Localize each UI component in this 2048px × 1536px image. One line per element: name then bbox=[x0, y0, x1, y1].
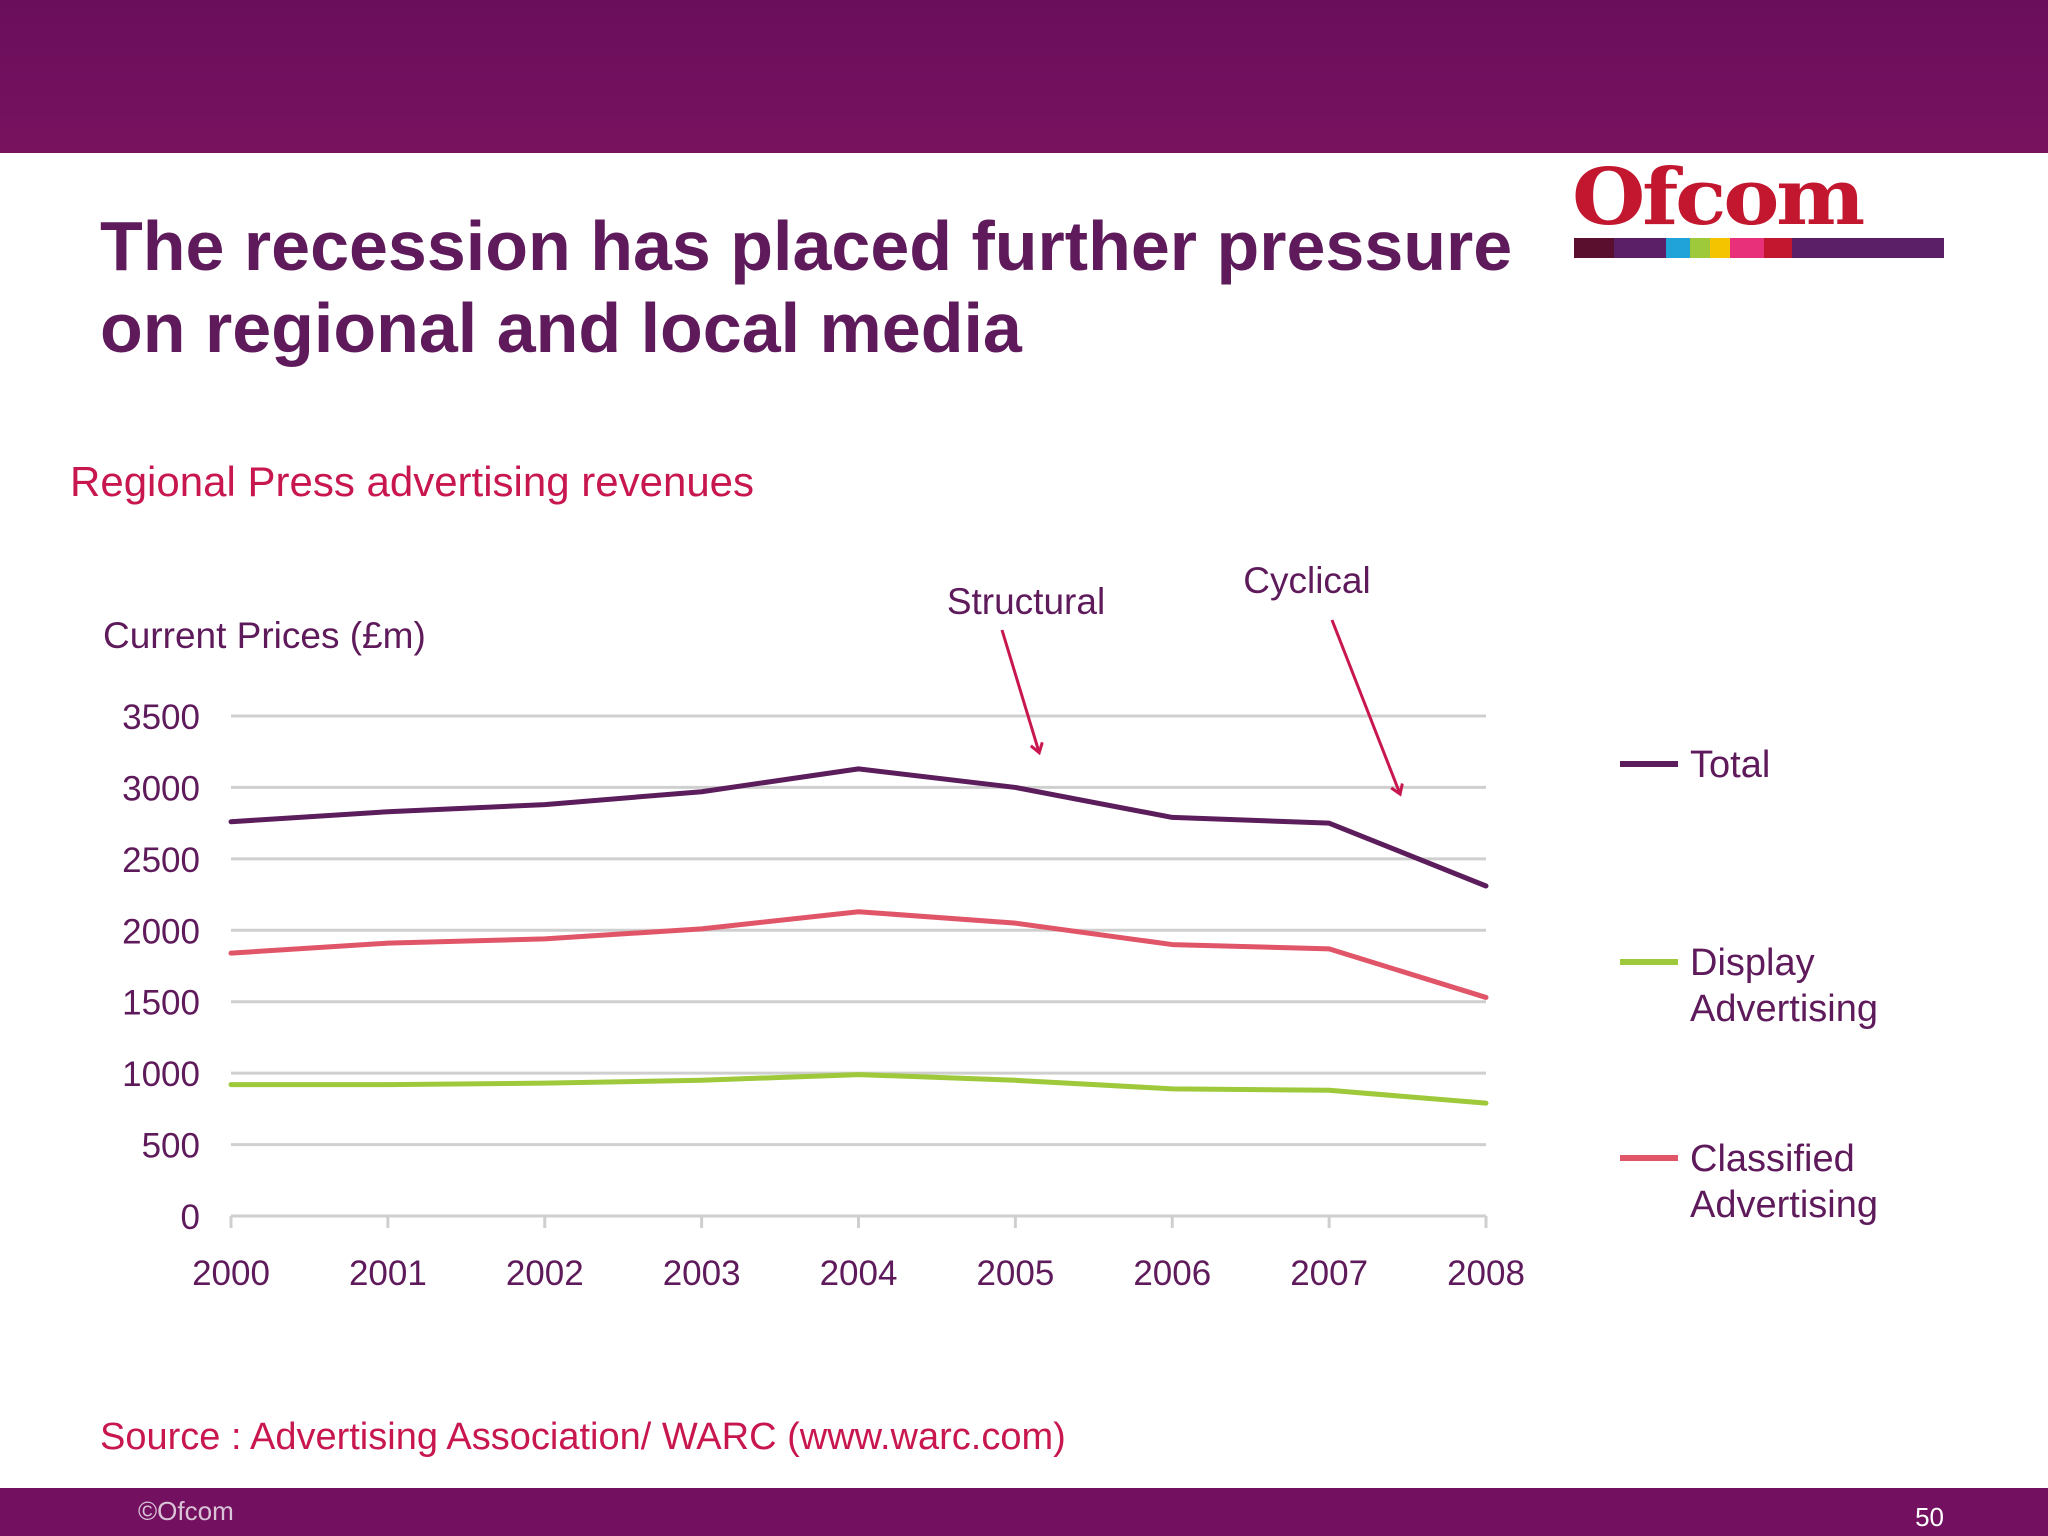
annotation-arrow bbox=[1330, 619, 1400, 793]
annotation-label: Cyclical bbox=[1243, 560, 1370, 601]
logo-color-stripe bbox=[1574, 238, 1944, 258]
y-tick-label: 0 bbox=[181, 1198, 200, 1237]
logo-stripe-segment bbox=[1792, 238, 1944, 258]
y-tick-label: 1500 bbox=[122, 984, 200, 1023]
footer-band bbox=[0, 1488, 2048, 1536]
legend-label-line: Display bbox=[1690, 942, 1815, 984]
x-tick-label: 2000 bbox=[192, 1254, 270, 1293]
logo-wordmark: Ofcom bbox=[1572, 152, 1865, 243]
ofcom-logo: Ofcom bbox=[1570, 152, 1946, 260]
y-tick-label: 2500 bbox=[122, 841, 200, 880]
series-line-display-advertising bbox=[228, 1072, 1489, 1106]
logo-stripe-segment bbox=[1614, 238, 1666, 258]
annotation-arrow bbox=[1000, 629, 1039, 752]
annotation-label: Structural bbox=[947, 581, 1105, 622]
line-chart: Current Prices (£m) 0 500 1000 1500 2000 2500 3… bbox=[103, 560, 1878, 1293]
x-tick-label: 2001 bbox=[349, 1254, 427, 1293]
logo-stripe-segment bbox=[1690, 238, 1710, 258]
legend-label-line: Advertising bbox=[1690, 988, 1878, 1030]
logo-stripe-segment bbox=[1710, 238, 1730, 258]
slide-title: The recession has placed further pressur… bbox=[100, 205, 1520, 369]
logo-stripe-segment bbox=[1730, 238, 1764, 258]
y-axis-title: Current Prices (£m) bbox=[103, 615, 426, 656]
footer-copyright: ©Ofcom bbox=[138, 1496, 234, 1526]
x-tick-label: 2002 bbox=[506, 1254, 584, 1293]
y-tick-label: 1000 bbox=[122, 1055, 200, 1094]
slide-title-line-2: on regional and local media bbox=[100, 289, 1022, 367]
y-tick-label: 2000 bbox=[122, 912, 200, 951]
legend-label-display-advertising: Display Advertising bbox=[1690, 942, 1878, 1030]
x-tick-label: 2006 bbox=[1133, 1254, 1211, 1293]
logo-stripe-segment bbox=[1574, 238, 1614, 258]
page-number: 50 bbox=[1915, 1502, 1944, 1532]
legend-label-line: Total bbox=[1690, 744, 1770, 786]
slide-title-line-1: The recession has placed further pressur… bbox=[100, 207, 1513, 285]
y-tick-label: 3000 bbox=[122, 769, 200, 808]
x-tick-label: 2007 bbox=[1290, 1254, 1368, 1293]
x-tick-label: 2003 bbox=[663, 1254, 741, 1293]
legend-label-line: Classified bbox=[1690, 1138, 1855, 1180]
chart-subtitle: Regional Press advertising revenues bbox=[70, 458, 755, 505]
logo-stripe-segment bbox=[1764, 238, 1792, 258]
y-tick-label: 3500 bbox=[122, 698, 200, 737]
x-tick-label: 2008 bbox=[1447, 1254, 1525, 1293]
legend-label-total: Total bbox=[1690, 744, 1770, 786]
y-tick-label: 500 bbox=[142, 1127, 200, 1166]
source-note: Source : Advertising Association/ WARC (… bbox=[100, 1416, 1066, 1458]
header-band bbox=[0, 0, 2048, 153]
logo-stripe-segment bbox=[1666, 238, 1690, 258]
legend-label-line: Advertising bbox=[1690, 1184, 1878, 1226]
x-tick-label: 2005 bbox=[976, 1254, 1054, 1293]
series-line-classified-advertising bbox=[228, 909, 1489, 1000]
legend-label-classified-advertising: Classified Advertising bbox=[1690, 1138, 1878, 1226]
x-tick-label: 2004 bbox=[820, 1254, 898, 1293]
